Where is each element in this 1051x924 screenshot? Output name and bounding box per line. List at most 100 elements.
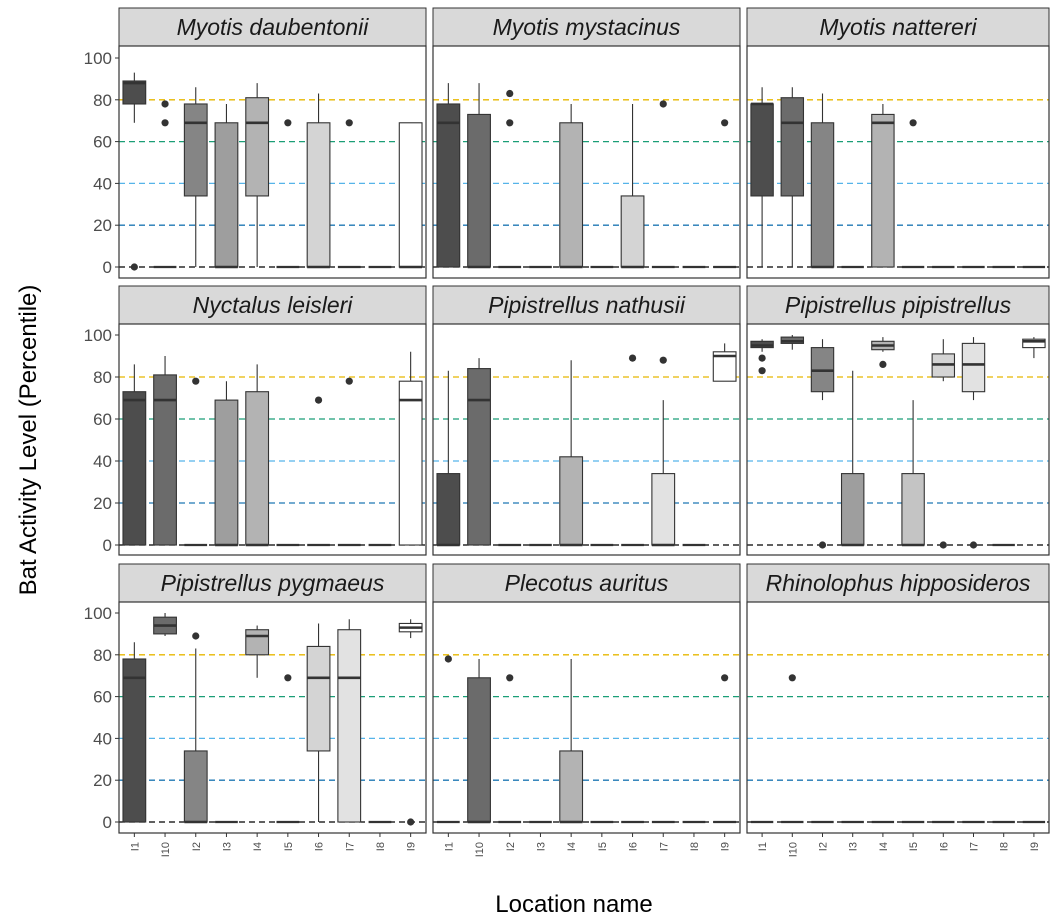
panel-border bbox=[432, 601, 741, 834]
facet-panel: Nyctalus leisleri 0 20 40 60 80 100 bbox=[84, 285, 427, 556]
outlier-point bbox=[758, 354, 766, 362]
facet-panel: Rhinolophus hipposideros I1 I10 I2 I3 I4 I5 I6 I… bbox=[746, 563, 1050, 857]
box bbox=[183, 750, 208, 823]
box bbox=[901, 473, 925, 546]
x-tick-label: I8 bbox=[689, 842, 701, 851]
outlier-point bbox=[345, 377, 353, 385]
box bbox=[122, 658, 147, 823]
y-tick-label: 60 bbox=[93, 688, 112, 707]
x-axis-title: Location name bbox=[495, 891, 652, 918]
box bbox=[810, 122, 835, 268]
outlier-point bbox=[969, 541, 978, 549]
box bbox=[153, 374, 177, 546]
box bbox=[620, 195, 645, 268]
x-tick-label: I10 bbox=[787, 842, 799, 857]
x-tick-label: I6 bbox=[628, 842, 640, 851]
box bbox=[467, 113, 491, 268]
box bbox=[122, 391, 147, 546]
y-tick-label: 80 bbox=[93, 91, 112, 110]
x-tick-label: I4 bbox=[252, 842, 264, 851]
facet-title: Pipistrellus pygmaeus bbox=[161, 570, 385, 596]
facet-strip bbox=[746, 285, 1050, 325]
box bbox=[467, 368, 491, 546]
x-tick-label: I5 bbox=[597, 842, 609, 851]
panel-border bbox=[432, 323, 741, 556]
y-tick-label: 0 bbox=[103, 536, 112, 555]
x-tick-label: I5 bbox=[283, 842, 295, 851]
x-tick-label: I1 bbox=[757, 842, 769, 851]
outlier-point bbox=[721, 119, 729, 127]
x-tick-label: I8 bbox=[999, 842, 1011, 851]
box bbox=[214, 122, 239, 268]
outlier-point bbox=[192, 377, 200, 385]
facet-panel: Myotis mystacinus bbox=[432, 7, 741, 279]
facet-grid: Myotis daubentonii 0 20 40 60 80 100 Myotis mys… bbox=[84, 7, 1050, 857]
y-tick-label: 0 bbox=[103, 258, 112, 277]
facet-panel: Plecotus auritus I1 I10 I2 I3 I4 I5 I6 I7 I8 I9 bbox=[432, 563, 741, 857]
facet-panel: Myotis daubentonii 0 20 40 60 80 100 bbox=[84, 7, 427, 279]
facet-strip bbox=[746, 563, 1050, 603]
outlier-point bbox=[407, 818, 415, 826]
x-tick-label: I3 bbox=[221, 842, 233, 851]
panel-border bbox=[118, 45, 427, 279]
y-tick-label: 100 bbox=[84, 49, 112, 68]
outlier-point bbox=[659, 356, 667, 364]
x-tick-label: I4 bbox=[878, 842, 890, 851]
facet-title: Myotis daubentonii bbox=[177, 14, 370, 40]
box bbox=[871, 113, 895, 268]
x-tick-label: I7 bbox=[344, 842, 356, 851]
box bbox=[559, 456, 584, 546]
box bbox=[306, 122, 331, 268]
box bbox=[183, 103, 208, 197]
panel-border bbox=[746, 323, 1050, 556]
facet-title: Rhinolophus hipposideros bbox=[766, 570, 1031, 596]
facet-panel: Pipistrellus pipistrellus bbox=[746, 285, 1050, 556]
x-tick-label: I1 bbox=[443, 842, 455, 851]
y-tick-label: 100 bbox=[84, 604, 112, 623]
outlier-point bbox=[444, 655, 452, 663]
facet-title: Myotis mystacinus bbox=[493, 14, 681, 40]
facet-strip bbox=[118, 285, 427, 325]
outlier-point bbox=[161, 100, 169, 108]
box bbox=[337, 629, 362, 823]
facet-panel: Pipistrellus pygmaeus 0 20 40 60 80 100 I1 I10 I2… bbox=[84, 563, 427, 857]
x-tick-label: I3 bbox=[848, 842, 860, 851]
y-tick-label: 0 bbox=[103, 813, 112, 832]
box bbox=[306, 645, 331, 752]
x-tick-label: I6 bbox=[314, 842, 326, 851]
box bbox=[214, 399, 239, 546]
facet-strip bbox=[118, 7, 427, 47]
box bbox=[398, 122, 423, 268]
outlier-point bbox=[161, 119, 169, 127]
box bbox=[467, 677, 491, 823]
y-axis-title: Bat Activity Level (Percentile) bbox=[15, 285, 42, 596]
box bbox=[651, 473, 676, 546]
outlier-point bbox=[192, 632, 200, 640]
y-tick-label: 60 bbox=[93, 133, 112, 152]
outlier-point bbox=[788, 674, 796, 682]
facet-title: Nyctalus leisleri bbox=[193, 292, 354, 318]
x-tick-label: I2 bbox=[191, 842, 203, 851]
x-tick-label: I6 bbox=[938, 842, 950, 851]
y-tick-label: 80 bbox=[93, 646, 112, 665]
x-tick-label: I9 bbox=[720, 842, 732, 851]
x-tick-label: I1 bbox=[129, 842, 141, 851]
box bbox=[840, 473, 865, 546]
outlier-point bbox=[345, 119, 353, 127]
x-tick-label: I7 bbox=[969, 842, 981, 851]
y-tick-label: 80 bbox=[93, 368, 112, 387]
outlier-point bbox=[314, 396, 323, 404]
box bbox=[559, 750, 584, 823]
outlier-point bbox=[939, 541, 947, 549]
box bbox=[245, 97, 270, 197]
box bbox=[712, 351, 737, 382]
x-tick-label: I10 bbox=[474, 842, 486, 857]
outlier-point bbox=[758, 367, 766, 375]
outlier-point bbox=[818, 541, 827, 549]
box bbox=[398, 380, 423, 546]
x-tick-label: I2 bbox=[818, 842, 830, 851]
box bbox=[559, 122, 584, 268]
x-tick-label: I5 bbox=[908, 842, 920, 851]
y-tick-label: 40 bbox=[93, 174, 112, 193]
